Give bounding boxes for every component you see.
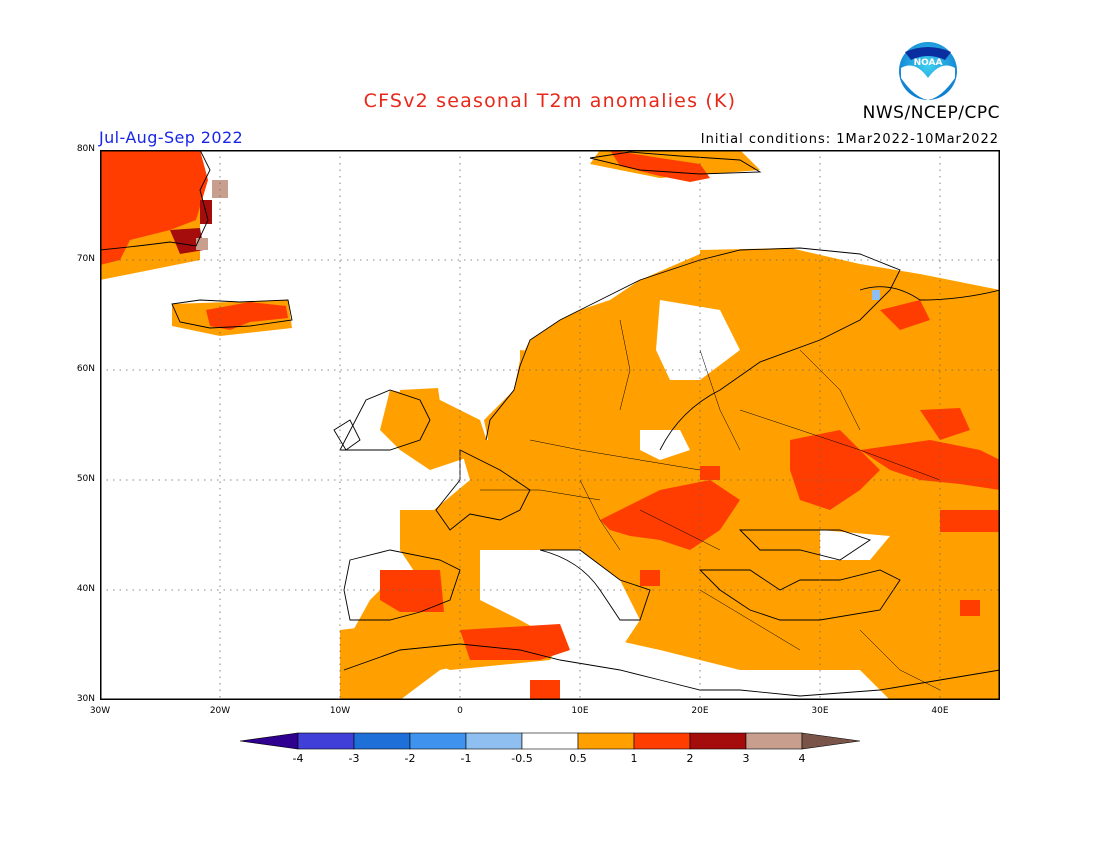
- country-borders: [480, 319, 941, 691]
- colorbar-arrow-low: [239, 732, 299, 750]
- colorbar-label: 4: [798, 752, 806, 765]
- colorbar-label: 0.5: [569, 752, 587, 765]
- season-label: Jul-Aug-Sep 2022: [99, 128, 244, 147]
- lon-tick-10e: 10E: [571, 706, 589, 716]
- colorbar-label: -1: [460, 752, 472, 765]
- colorbar-label: 1: [630, 752, 638, 765]
- colorbar-bin: [297, 732, 355, 750]
- colorbar-bin: [689, 732, 747, 750]
- graticule: [100, 150, 1000, 700]
- colorbar-arrow-high: [801, 732, 861, 750]
- lon-tick-10w: 10W: [329, 706, 351, 716]
- colorbar-label: -0.5: [511, 752, 533, 765]
- anomaly-map: [100, 150, 1000, 700]
- colorbar-label: 3: [742, 752, 750, 765]
- lon-tick-20w: 20W: [209, 706, 231, 716]
- colorbar-bin: [745, 732, 803, 750]
- colorbar-bin: [465, 732, 523, 750]
- colorbar-label: -2: [404, 752, 416, 765]
- colorbar-bin: [633, 732, 691, 750]
- map-title: CFSv2 seasonal T2m anomalies (K): [363, 90, 737, 112]
- noaa-logo-text: NOAA: [914, 58, 943, 68]
- colorbar-bin: [577, 732, 635, 750]
- colorbar-label: -3: [348, 752, 360, 765]
- lon-tick-20e: 20E: [691, 706, 709, 716]
- colorbar-bin: [521, 732, 579, 750]
- lon-tick-30w: 30W: [89, 706, 111, 716]
- lat-tick-60n: 60N: [76, 364, 95, 374]
- initial-conditions-label: Initial conditions: 1Mar2022-10Mar2022: [700, 132, 999, 147]
- map-frame: [100, 150, 1000, 700]
- lat-tick-80n: 80N: [76, 144, 95, 154]
- lat-tick-70n: 70N: [76, 254, 95, 264]
- lon-tick-30e: 30E: [811, 706, 829, 716]
- lon-tick-40e: 40E: [931, 706, 949, 716]
- organization-label: NWS/NCEP/CPC: [862, 103, 1000, 123]
- coastlines: [100, 150, 1000, 697]
- lat-tick-40n: 40N: [76, 584, 95, 594]
- lat-tick-30n: 30N: [76, 694, 95, 704]
- lat-tick-50n: 50N: [76, 474, 95, 484]
- colorbar-bin: [409, 732, 467, 750]
- colorbar-label: -4: [292, 752, 304, 765]
- colorbar-label: 2: [686, 752, 694, 765]
- anomaly-region-cool: [872, 290, 880, 300]
- noaa-logo: NOAA: [897, 40, 959, 102]
- colorbar-bin: [353, 732, 411, 750]
- colorbar: [239, 732, 861, 750]
- anomaly-region-1-to-2: [100, 150, 1000, 700]
- lon-tick-0: 0: [457, 706, 463, 716]
